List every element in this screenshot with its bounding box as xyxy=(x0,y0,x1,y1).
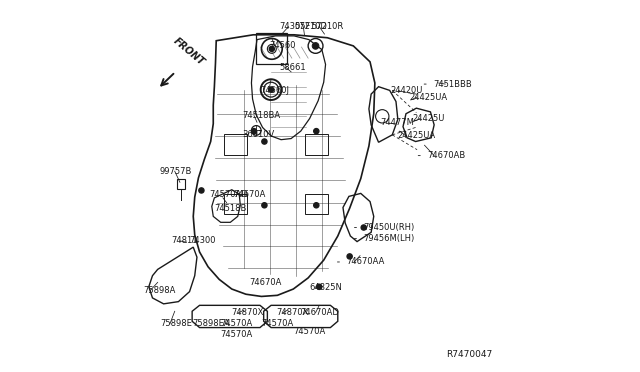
Text: 75898A: 75898A xyxy=(143,286,175,295)
Text: 79456M(LH): 79456M(LH) xyxy=(364,234,415,243)
Text: 74518BA: 74518BA xyxy=(242,111,280,120)
Text: 36010V: 36010V xyxy=(242,129,275,139)
Text: 74670AB: 74670AB xyxy=(428,151,466,160)
Text: FRONT: FRONT xyxy=(171,36,206,67)
Circle shape xyxy=(314,129,319,134)
Text: 75898EA: 75898EA xyxy=(192,320,230,328)
Text: 74570A: 74570A xyxy=(262,320,294,328)
Text: 74570AD: 74570AD xyxy=(209,190,248,199)
Circle shape xyxy=(269,46,275,51)
Text: 74870X: 74870X xyxy=(276,308,308,317)
Text: R7470047: R7470047 xyxy=(446,350,492,359)
Text: 74570A: 74570A xyxy=(221,320,253,328)
Circle shape xyxy=(313,43,318,48)
Text: 74305F: 74305F xyxy=(279,22,310,31)
Text: 79450U(RH): 79450U(RH) xyxy=(364,223,415,232)
Circle shape xyxy=(262,203,267,208)
Text: 74560: 74560 xyxy=(269,41,295,50)
Circle shape xyxy=(314,203,319,208)
Text: 74570A: 74570A xyxy=(293,327,326,336)
Text: 74670AA: 74670AA xyxy=(347,257,385,266)
Text: 74300: 74300 xyxy=(189,236,216,246)
Text: 74870X: 74870X xyxy=(232,308,264,317)
Text: 74670A: 74670A xyxy=(250,278,282,287)
Circle shape xyxy=(269,87,274,92)
Text: 24425U: 24425U xyxy=(412,114,444,123)
Text: 74477M: 74477M xyxy=(380,119,414,128)
Text: 24420U: 24420U xyxy=(390,86,423,95)
Text: 24425UA: 24425UA xyxy=(398,131,436,141)
Circle shape xyxy=(252,129,257,134)
Circle shape xyxy=(361,225,366,230)
Circle shape xyxy=(347,254,352,259)
Circle shape xyxy=(262,139,267,144)
Text: 74670A: 74670A xyxy=(233,190,266,199)
Circle shape xyxy=(317,284,322,289)
Text: 64825N: 64825N xyxy=(309,283,342,292)
Text: 74518B: 74518B xyxy=(214,204,247,213)
Text: 74560J: 74560J xyxy=(260,86,289,95)
Text: 57210D: 57210D xyxy=(295,22,328,31)
Text: 58661: 58661 xyxy=(279,63,306,72)
Text: 74570A: 74570A xyxy=(221,330,253,340)
Text: 74670AD: 74670AD xyxy=(301,308,340,317)
Text: 24425UA: 24425UA xyxy=(409,93,447,102)
Text: 57210R: 57210R xyxy=(311,22,343,31)
Text: 99757B: 99757B xyxy=(160,167,192,176)
Text: 7451BBB: 7451BBB xyxy=(433,80,472,89)
Circle shape xyxy=(199,188,204,193)
Text: 75898E: 75898E xyxy=(160,320,192,328)
Text: 74811: 74811 xyxy=(172,236,198,246)
